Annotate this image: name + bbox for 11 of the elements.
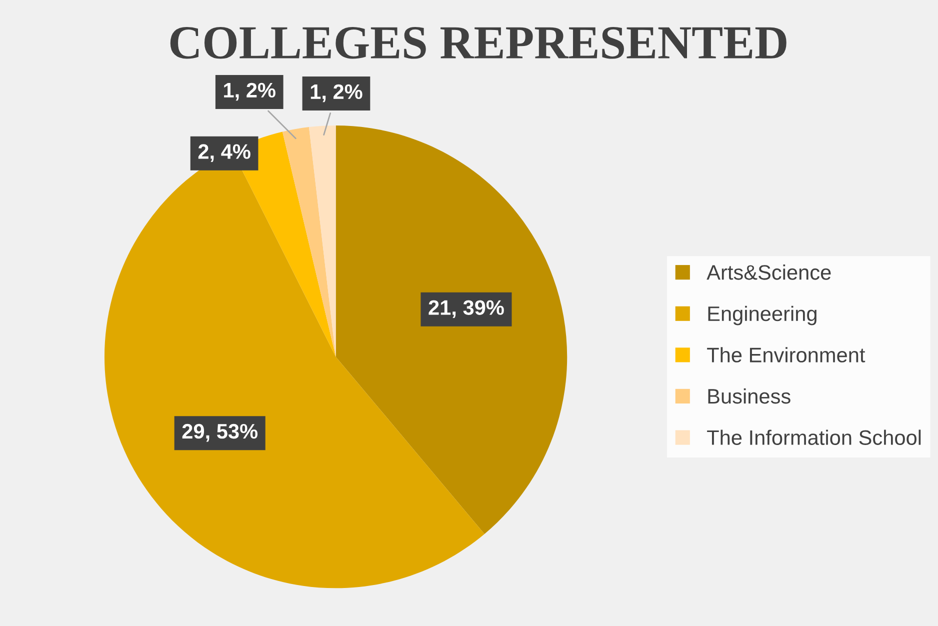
legend-label: Arts&Science (706, 264, 831, 280)
legend-label: The Environment (707, 347, 866, 362)
data-label: 29, 53% (182, 424, 258, 442)
legend-label: The Information School (707, 430, 921, 446)
data-label: 1, 2% (224, 82, 276, 101)
legend-label: Engineering (708, 306, 816, 326)
legend-label: Business (708, 388, 790, 404)
chart-title: COLLEGES REPRESENTED (170, 27, 786, 59)
data-label: 21, 39% (428, 300, 504, 318)
data-label: 2, 4% (198, 144, 250, 162)
data-label: 1, 2% (310, 84, 362, 102)
